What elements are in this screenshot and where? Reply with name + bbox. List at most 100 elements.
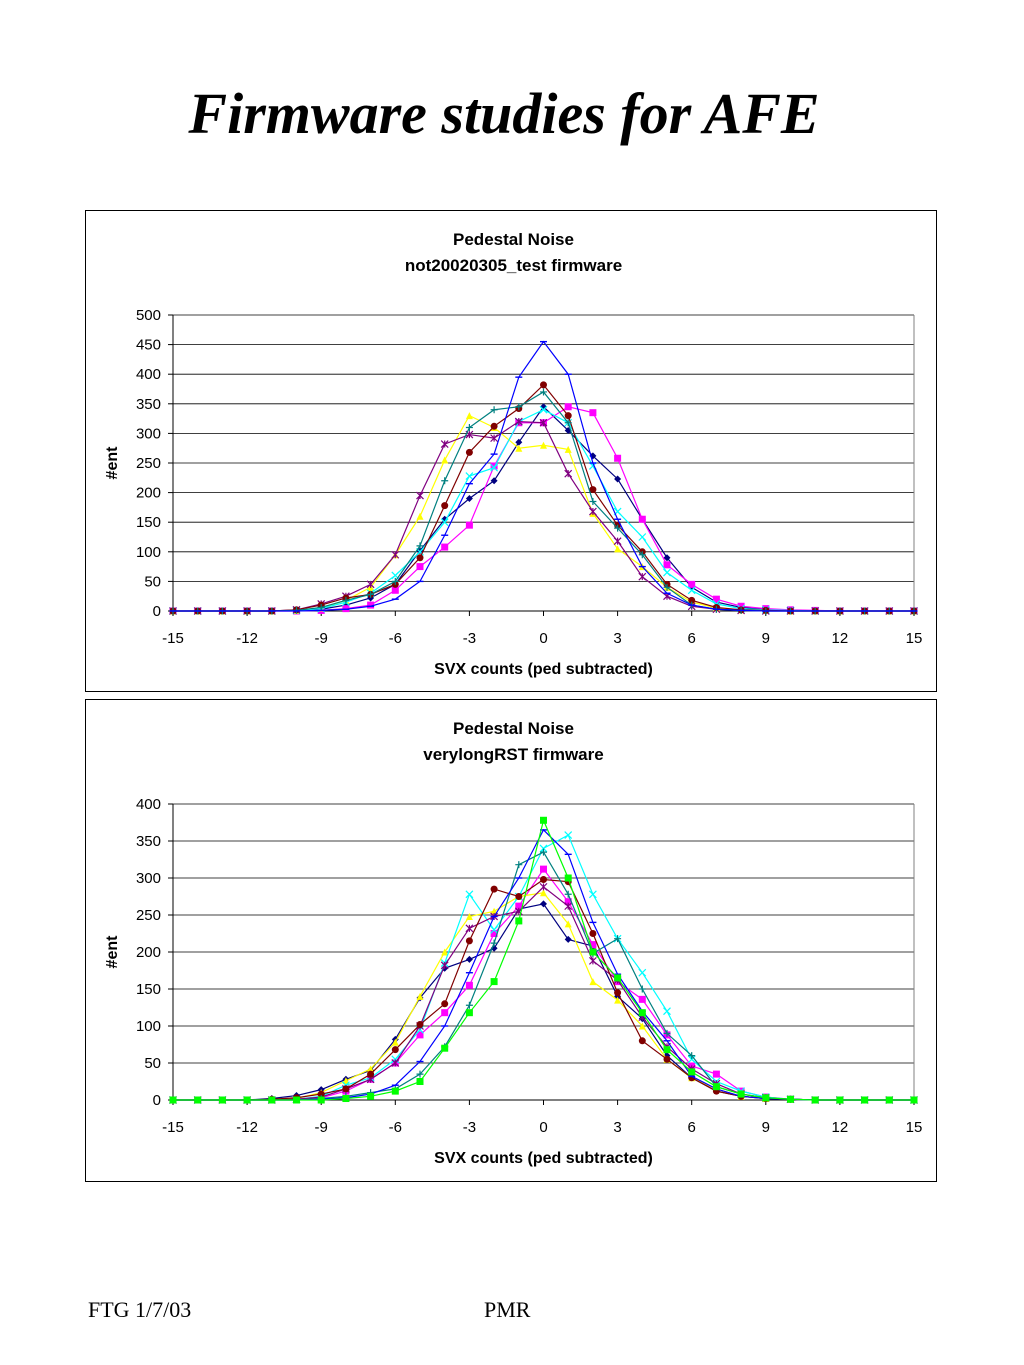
x-tick-label: 3 (613, 630, 621, 647)
data-point (663, 1029, 671, 1037)
x-tick-label: 0 (539, 1119, 547, 1136)
x-tick-label: -3 (463, 630, 476, 647)
x-ticks: -15 -12 -9 -6 -3 0 3 6 9 12 15 (162, 611, 922, 647)
data-point (540, 441, 547, 449)
data-point (540, 900, 547, 908)
chart-svg: Pedestal Noise not20020305_test firmware 0… (104, 230, 922, 678)
data-point (218, 1096, 226, 1104)
data-point (614, 454, 622, 462)
data-point (366, 580, 375, 589)
series-line (173, 383, 914, 612)
data-point (540, 865, 547, 873)
y-gridlines: 0 50 100 150 200 250 300 350 400 (136, 796, 914, 1109)
slide-title: Firmware studies for AFE (188, 81, 820, 146)
data-point (465, 1009, 473, 1017)
data-point (391, 1055, 400, 1064)
data-point (416, 1031, 424, 1039)
data-point (712, 595, 720, 603)
data-point (614, 996, 622, 1004)
x-tick-label: 12 (832, 630, 849, 647)
y-gridlines: 0 50 100 150 200 250 300 350 400 450 500 (136, 307, 914, 620)
data-point (391, 577, 399, 585)
series-line (173, 886, 914, 1101)
series-line (173, 420, 914, 612)
data-point (490, 930, 498, 937)
chart-subtitle: verylongRST firmware (423, 745, 603, 764)
y-tick-label: 50 (144, 1055, 161, 1072)
data-point (588, 890, 597, 899)
data-point (465, 495, 473, 503)
data-point (540, 875, 547, 883)
data-point (441, 1000, 449, 1008)
data-point (515, 917, 523, 925)
data-point (663, 1055, 671, 1063)
chart-title: Pedestal Noise (453, 230, 574, 249)
data-point (687, 586, 696, 595)
data-point (465, 472, 474, 480)
series-3 (169, 889, 918, 1104)
data-point (441, 1044, 449, 1052)
y-tick-label: 150 (136, 514, 161, 531)
y-tick-label: 500 (136, 307, 161, 324)
x-tick-label: -3 (463, 1119, 476, 1136)
data-point (416, 542, 424, 550)
data-point (465, 521, 473, 529)
series-line (173, 818, 914, 1101)
data-point (465, 955, 473, 963)
data-point (638, 1037, 646, 1045)
y-tick-label: 450 (136, 337, 161, 354)
x-tick-label: 9 (762, 630, 770, 647)
data-point (588, 507, 597, 516)
series-6 (169, 875, 918, 1104)
data-point (391, 586, 399, 594)
data-point (367, 1070, 375, 1078)
data-point (564, 403, 572, 411)
data-point (638, 1009, 646, 1017)
data-point (539, 418, 548, 427)
data-point (540, 848, 547, 856)
y-tick-label: 100 (136, 1018, 161, 1035)
chart-subtitle: not20020305_test firmware (405, 256, 622, 275)
data-point (638, 533, 647, 541)
x-tick-label: -6 (389, 1119, 402, 1136)
data-point (465, 412, 473, 420)
data-point (588, 956, 597, 965)
data-point (441, 456, 449, 464)
data-point (638, 515, 646, 523)
data-point (441, 477, 449, 485)
y-tick-label: 50 (144, 573, 161, 590)
data-point (416, 491, 424, 500)
series-line (173, 405, 914, 612)
data-point (540, 889, 547, 897)
data-point (688, 1068, 696, 1076)
data-point (391, 1087, 399, 1095)
data-point (342, 1095, 350, 1103)
x-ticks: -15 -12 -9 -6 -3 0 3 6 9 12 15 (162, 1100, 922, 1136)
series-line (173, 892, 914, 1101)
data-point (465, 423, 473, 431)
y-axis-label: #ent (104, 935, 121, 969)
series-2 (169, 403, 918, 615)
data-point (589, 409, 597, 417)
series-8 (169, 340, 918, 612)
data-point (564, 469, 573, 478)
data-point (663, 561, 671, 569)
series-6 (169, 381, 918, 615)
data-point (614, 524, 622, 532)
data-point (564, 412, 572, 420)
y-axis-label: #ent (104, 446, 121, 480)
data-point (317, 1096, 325, 1104)
data-point (539, 405, 548, 414)
data-point (564, 902, 573, 911)
data-point (293, 1096, 300, 1104)
data-point (564, 898, 572, 906)
y-tick-label: 200 (136, 485, 161, 502)
data-point (490, 462, 498, 470)
data-point (416, 563, 424, 571)
data-point (663, 1046, 671, 1054)
data-point (490, 422, 498, 430)
data-point (490, 477, 498, 485)
series-line (173, 406, 914, 612)
y-tick-label: 250 (136, 455, 161, 472)
data-point (638, 985, 646, 993)
